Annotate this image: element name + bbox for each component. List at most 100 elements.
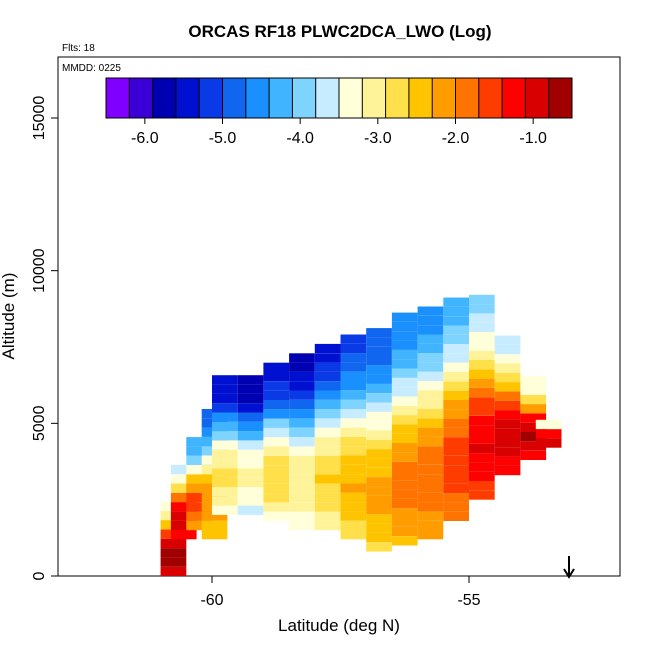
heatmap-cell bbox=[314, 492, 341, 503]
colorbar: -6.0 -5.0 -4.0 -3.0 -2.0 -1.0 bbox=[105, 77, 573, 147]
heatmap-cell bbox=[212, 431, 238, 441]
heatmap-cell bbox=[366, 337, 392, 347]
heatmap-cell bbox=[469, 434, 495, 444]
colorbar-segment bbox=[292, 78, 317, 118]
heatmap-cell bbox=[263, 362, 290, 372]
heatmap-cell bbox=[263, 390, 290, 400]
heatmap-cell bbox=[443, 427, 469, 438]
heatmap-cells bbox=[160, 294, 562, 576]
heatmap-cell bbox=[289, 502, 315, 512]
heatmap-cell bbox=[417, 334, 444, 344]
heatmap-cell bbox=[289, 483, 315, 493]
heatmap-cell bbox=[469, 360, 495, 370]
heatmap-cell bbox=[237, 487, 264, 497]
heatmap-cell bbox=[469, 387, 495, 398]
heatmap-cell bbox=[417, 306, 444, 316]
heatmap-cell bbox=[186, 502, 212, 512]
heatmap-cell bbox=[201, 530, 228, 540]
colorbar-segment bbox=[129, 78, 154, 118]
heatmap-cell bbox=[314, 511, 341, 521]
heatmap-cell bbox=[289, 427, 315, 438]
heatmap-cell bbox=[237, 421, 264, 432]
heatmap-cell bbox=[366, 467, 392, 478]
heatmap-cell bbox=[469, 406, 495, 416]
heatmap-cell bbox=[391, 340, 418, 350]
heatmap-cell bbox=[391, 368, 418, 378]
heatmap-cell bbox=[289, 437, 315, 447]
heatmap-cell bbox=[212, 459, 238, 469]
heatmap-cell bbox=[160, 557, 187, 567]
heatmap-cell bbox=[340, 520, 367, 530]
heatmap-cell bbox=[520, 422, 547, 432]
heatmap-cell bbox=[237, 375, 264, 385]
date-note: MMDD: 0225 bbox=[62, 63, 121, 74]
heatmap-cell bbox=[212, 487, 238, 497]
heatmap-cell bbox=[417, 502, 444, 512]
heatmap-cell bbox=[417, 325, 444, 335]
heatmap-cell bbox=[340, 427, 367, 437]
heatmap-cell bbox=[212, 421, 238, 432]
heatmap-cell bbox=[417, 446, 444, 456]
heatmap-cell bbox=[366, 523, 392, 533]
heatmap-cell bbox=[314, 465, 341, 475]
heatmap-cell bbox=[391, 396, 418, 406]
heatmap-cell bbox=[443, 437, 469, 447]
heatmap-cell bbox=[201, 511, 228, 521]
heatmap-cell bbox=[263, 409, 290, 419]
heatmap-cell bbox=[237, 412, 264, 422]
heatmap-cell bbox=[494, 372, 521, 383]
heatmap-cell bbox=[469, 313, 495, 323]
heatmap-cell bbox=[340, 418, 367, 428]
heatmap-cell bbox=[314, 362, 341, 372]
x-axis: -60 -55 bbox=[200, 576, 481, 609]
heatmap-cell bbox=[263, 418, 290, 428]
heatmap-cell bbox=[340, 455, 367, 465]
colorbar-segment bbox=[385, 78, 410, 118]
heatmap-cell bbox=[520, 394, 547, 405]
heatmap-cell bbox=[391, 498, 418, 509]
heatmap-cell bbox=[160, 566, 187, 576]
colorbar-tick-label: -4.0 bbox=[286, 130, 314, 147]
x-tick-label: -60 bbox=[200, 592, 223, 609]
heatmap-cell bbox=[520, 432, 547, 442]
heatmap-cell bbox=[469, 471, 495, 481]
heatmap-cell bbox=[494, 335, 521, 345]
heatmap-cell bbox=[366, 421, 392, 431]
heatmap-cell bbox=[212, 375, 238, 385]
heatmap-cell bbox=[417, 381, 444, 391]
heatmap-cell bbox=[391, 471, 418, 481]
colorbar-segment bbox=[525, 78, 550, 118]
heatmap-cell bbox=[443, 334, 469, 345]
heatmap-cell bbox=[340, 399, 367, 409]
heatmap-cell bbox=[469, 397, 495, 407]
colorbar-segment bbox=[315, 78, 340, 118]
heatmap-cell bbox=[391, 452, 418, 462]
heatmap-cell bbox=[186, 511, 212, 521]
heatmap-cell bbox=[443, 372, 469, 382]
heatmap-cell bbox=[417, 483, 444, 493]
heatmap-cell bbox=[417, 418, 444, 428]
heatmap-cell bbox=[186, 446, 212, 456]
heatmap-cell bbox=[417, 474, 444, 484]
heatmap-cell bbox=[417, 511, 444, 521]
heatmap-cell bbox=[366, 365, 392, 375]
heatmap-cell bbox=[340, 530, 367, 540]
heatmap-cell bbox=[443, 297, 469, 307]
heatmap-cell bbox=[417, 399, 444, 409]
heatmap-cell bbox=[469, 304, 495, 314]
heatmap-cell bbox=[263, 427, 290, 438]
heatmap-cell bbox=[170, 530, 197, 540]
heatmap-cell bbox=[237, 477, 264, 487]
heatmap-cell bbox=[314, 502, 341, 512]
heatmap-cell bbox=[443, 306, 469, 317]
heatmap-cell bbox=[340, 371, 367, 381]
heatmap-cell bbox=[212, 412, 238, 422]
heatmap-cell bbox=[535, 419, 562, 430]
x-axis-label: Latitude (deg N) bbox=[278, 616, 400, 635]
heatmap-cell bbox=[289, 390, 315, 400]
heatmap-cell bbox=[391, 377, 418, 388]
heatmap-cell bbox=[417, 409, 444, 419]
heatmap-cell bbox=[186, 455, 212, 465]
heatmap-cell bbox=[391, 443, 418, 453]
